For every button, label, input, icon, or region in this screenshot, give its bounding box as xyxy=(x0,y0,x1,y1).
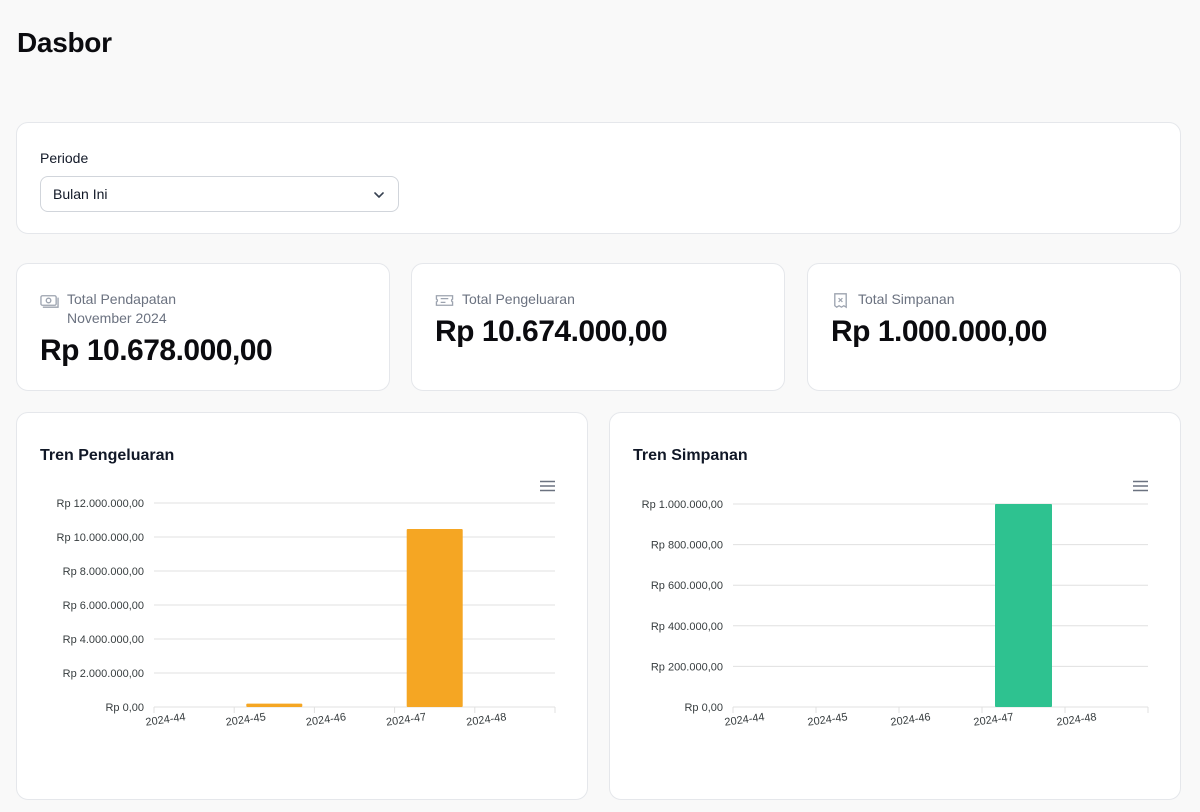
page-title: Dasbor xyxy=(17,27,112,58)
x-tick-label: 2024-48 xyxy=(1056,711,1098,729)
stat-card-savings: Total Simpanan Rp 1.000.000,00 xyxy=(807,263,1181,391)
x-tick-label: 2024-47 xyxy=(973,711,1015,729)
y-tick-label: Rp 1.000.000,00 xyxy=(642,499,723,511)
y-tick-label: Rp 6.000.000,00 xyxy=(63,600,144,612)
x-tick-label: 2024-44 xyxy=(145,711,187,729)
y-tick-label: Rp 2.000.000,00 xyxy=(63,668,144,680)
ticket-icon xyxy=(435,295,454,306)
x-tick-label: 2024-46 xyxy=(305,711,347,729)
bar[interactable] xyxy=(406,528,463,707)
x-tick-label: 2024-46 xyxy=(890,711,932,729)
y-tick-label: Rp 12.000.000,00 xyxy=(57,498,144,510)
menu-icon[interactable] xyxy=(1132,479,1149,493)
y-tick-label: Rp 0,00 xyxy=(684,702,723,714)
chart-title: Tren Simpanan xyxy=(633,447,748,464)
stat-card-income: Total Pendapatan November 2024 Rp 10.678… xyxy=(16,263,390,391)
stat-value: Rp 1.000.000,00 xyxy=(831,315,1048,348)
x-tick-label: 2024-47 xyxy=(385,711,427,729)
chart-card-expense: Tren Pengeluaran Rp 0,00 Rp 2.000.000,00 R… xyxy=(16,412,588,800)
x-tick-label: 2024-45 xyxy=(225,711,267,729)
expense-chart: Rp 0,00 Rp 2.000.000,00 Rp 4.000.000,00 Rp … xyxy=(57,498,556,729)
stat-value: Rp 10.674.000,00 xyxy=(435,315,668,348)
period-select-value: Bulan Ini xyxy=(53,186,108,202)
x-tick-label: 2024-45 xyxy=(807,711,849,729)
y-tick-label: Rp 8.000.000,00 xyxy=(63,566,144,578)
y-tick-label: Rp 400.000,00 xyxy=(651,621,723,633)
receipt-icon xyxy=(834,293,847,309)
y-tick-label: Rp 0,00 xyxy=(105,702,144,714)
stat-sublabel: November 2024 xyxy=(67,310,167,326)
x-tick-label: 2024-44 xyxy=(724,711,766,729)
y-tick-label: Rp 800.000,00 xyxy=(651,540,723,552)
stat-label: Total Pengeluaran xyxy=(462,291,575,307)
chevron-down-icon xyxy=(374,192,384,198)
y-tick-label: Rp 10.000.000,00 xyxy=(57,532,144,544)
money-icon xyxy=(40,295,59,308)
bar[interactable] xyxy=(995,504,1052,707)
period-select[interactable]: Bulan Ini xyxy=(40,176,399,212)
bar[interactable] xyxy=(246,703,303,707)
chart-title: Tren Pengeluaran xyxy=(40,447,175,464)
stat-label: Total Simpanan xyxy=(858,291,955,307)
menu-icon[interactable] xyxy=(539,479,556,493)
stat-value: Rp 10.678.000,00 xyxy=(40,334,273,367)
stat-label: Total Pendapatan xyxy=(67,291,176,307)
x-tick-label: 2024-48 xyxy=(466,711,508,729)
y-tick-label: Rp 4.000.000,00 xyxy=(63,634,144,646)
savings-chart: Rp 0,00 Rp 200.000,00 Rp 400.000,00 Rp 600.… xyxy=(642,499,1149,729)
y-tick-label: Rp 600.000,00 xyxy=(651,580,723,592)
chart-card-savings: Tren Simpanan Rp 0,00 Rp 200.000,00 Rp 400… xyxy=(609,412,1181,800)
y-tick-label: Rp 200.000,00 xyxy=(651,661,723,673)
stat-card-expense: Total Pengeluaran Rp 10.674.000,00 xyxy=(411,263,785,391)
period-label: Periode xyxy=(40,150,89,166)
filter-card: Periode Bulan Ini xyxy=(16,122,1181,234)
